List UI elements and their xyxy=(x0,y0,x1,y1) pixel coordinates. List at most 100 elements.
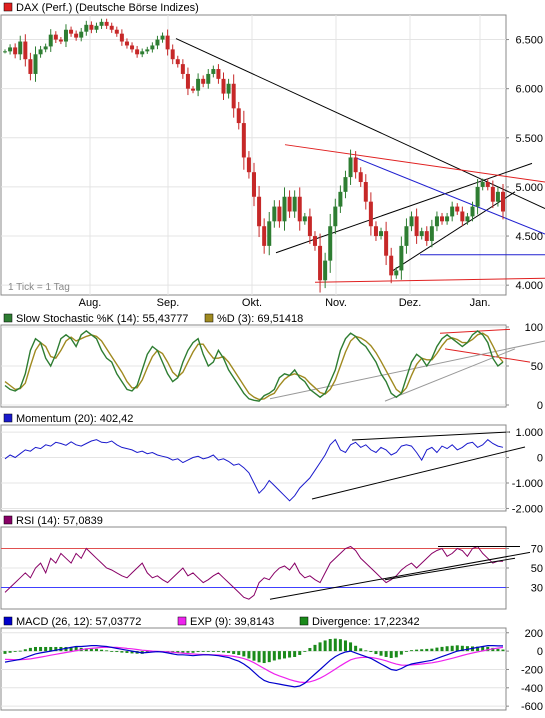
candle-body xyxy=(394,270,399,276)
price-y-ticks: 4.000 4.500 5.000 5.500 6.000 6.500 xyxy=(506,35,543,292)
candle-body xyxy=(460,211,465,222)
candle-body xyxy=(185,73,190,89)
candle-body xyxy=(114,29,119,34)
candle-body xyxy=(485,182,490,187)
candle-body xyxy=(307,216,312,237)
divergence-bar xyxy=(364,650,368,652)
divergence-bar xyxy=(211,651,215,652)
rsi-panel: 30 50 70 RSI (14): 57,0839 xyxy=(0,515,543,610)
momentum-line xyxy=(4,438,504,502)
candle-body xyxy=(175,59,180,65)
divergence-bar xyxy=(343,640,347,652)
candle-body xyxy=(170,49,175,60)
y-tick-label: 6.500 xyxy=(515,35,543,47)
trend-line xyxy=(311,446,526,500)
candle-body xyxy=(226,83,231,94)
divergence-bar xyxy=(415,649,419,652)
divergence-bar xyxy=(49,646,53,652)
divergence-bar xyxy=(369,651,373,653)
macd-exp-line xyxy=(4,646,504,684)
divergence-bar xyxy=(191,651,195,653)
macd-series xyxy=(4,645,504,688)
candle-body xyxy=(424,231,429,241)
candle-body xyxy=(201,78,206,84)
trend-line xyxy=(444,348,531,363)
stochastic-d-swatch xyxy=(204,313,214,323)
candle-body xyxy=(84,24,89,32)
rsi-y-ticks: 30 50 70 xyxy=(506,544,543,595)
divergence-bar xyxy=(445,646,449,652)
candle-body xyxy=(109,25,114,30)
candle-body xyxy=(196,78,201,91)
candle-body xyxy=(297,196,302,222)
divergence-bar xyxy=(359,648,363,652)
candle-body xyxy=(419,231,424,237)
candle-body xyxy=(323,260,328,281)
candle-body xyxy=(140,51,145,55)
y-tick-label: 0 xyxy=(537,453,543,465)
trend-line xyxy=(354,156,545,235)
candle-body xyxy=(13,47,18,55)
price-candles xyxy=(3,18,505,293)
trend-line xyxy=(389,191,516,273)
candle-body xyxy=(277,206,282,222)
divergence-bar xyxy=(69,646,73,652)
candle-body xyxy=(282,196,287,222)
macd-exp-label: EXP (9): 39,8143 xyxy=(190,616,274,628)
momentum-series xyxy=(4,438,504,502)
candle-body xyxy=(216,69,221,79)
divergence-bar xyxy=(242,651,246,657)
divergence-bar xyxy=(430,648,434,652)
divergence-bar xyxy=(323,640,327,652)
candle-body xyxy=(150,45,155,50)
price-footnote: 1 Tick = 1 Tag xyxy=(8,282,70,293)
y-tick-label: 1.000 xyxy=(515,427,543,439)
candle-body xyxy=(236,108,241,124)
divergence-bar xyxy=(105,650,109,652)
y-tick-label: -600 xyxy=(521,701,543,713)
divergence-bar xyxy=(267,651,271,663)
candle-body xyxy=(262,226,267,246)
divergence-bar xyxy=(181,651,185,653)
divergence-bar xyxy=(435,647,439,652)
divergence-bar xyxy=(125,651,129,653)
divergence-bar xyxy=(425,648,429,652)
divergence-bar xyxy=(349,642,353,652)
candle-body xyxy=(246,157,251,173)
trend-line xyxy=(384,557,516,581)
candle-body xyxy=(145,49,150,52)
momentum-swatch xyxy=(3,413,13,423)
y-tick-label: 70 xyxy=(531,544,543,556)
price-plot-frame xyxy=(0,14,507,296)
price-title: DAX (Perf.) (Deutsche Börse Indizes) xyxy=(16,2,199,14)
x-tick-label: Sep. xyxy=(157,297,180,309)
y-tick-label: 6.000 xyxy=(515,84,543,96)
divergence-bar xyxy=(481,646,485,652)
divergence-bar xyxy=(389,651,393,658)
candle-body xyxy=(94,25,99,30)
divergence-bar xyxy=(420,649,424,652)
divergence-bar xyxy=(3,651,7,654)
candle-body xyxy=(434,216,439,227)
candle-body xyxy=(501,191,505,212)
trend-line xyxy=(351,431,511,441)
candle-body xyxy=(53,34,58,40)
y-tick-label: 5.500 xyxy=(515,133,543,145)
x-tick-label: Aug. xyxy=(79,297,102,309)
divergence-bar xyxy=(252,651,256,661)
rsi-series xyxy=(1,545,506,600)
divergence-bar xyxy=(465,646,469,652)
momentum-panel: -2.000 -1.000 0 1.000 Momentum (20): 402,42 xyxy=(0,413,543,515)
candle-body xyxy=(89,24,94,30)
divergence-bar xyxy=(338,639,342,652)
divergence-bar xyxy=(354,645,358,652)
candle-body xyxy=(18,41,23,55)
y-tick-label: 0 xyxy=(537,646,543,658)
macd-swatch xyxy=(3,616,13,626)
divergence-bar xyxy=(39,646,43,652)
divergence-bar xyxy=(237,651,241,655)
y-tick-label: 0 xyxy=(537,400,543,412)
y-tick-label: -2.000 xyxy=(512,503,543,515)
candle-body xyxy=(257,196,262,227)
